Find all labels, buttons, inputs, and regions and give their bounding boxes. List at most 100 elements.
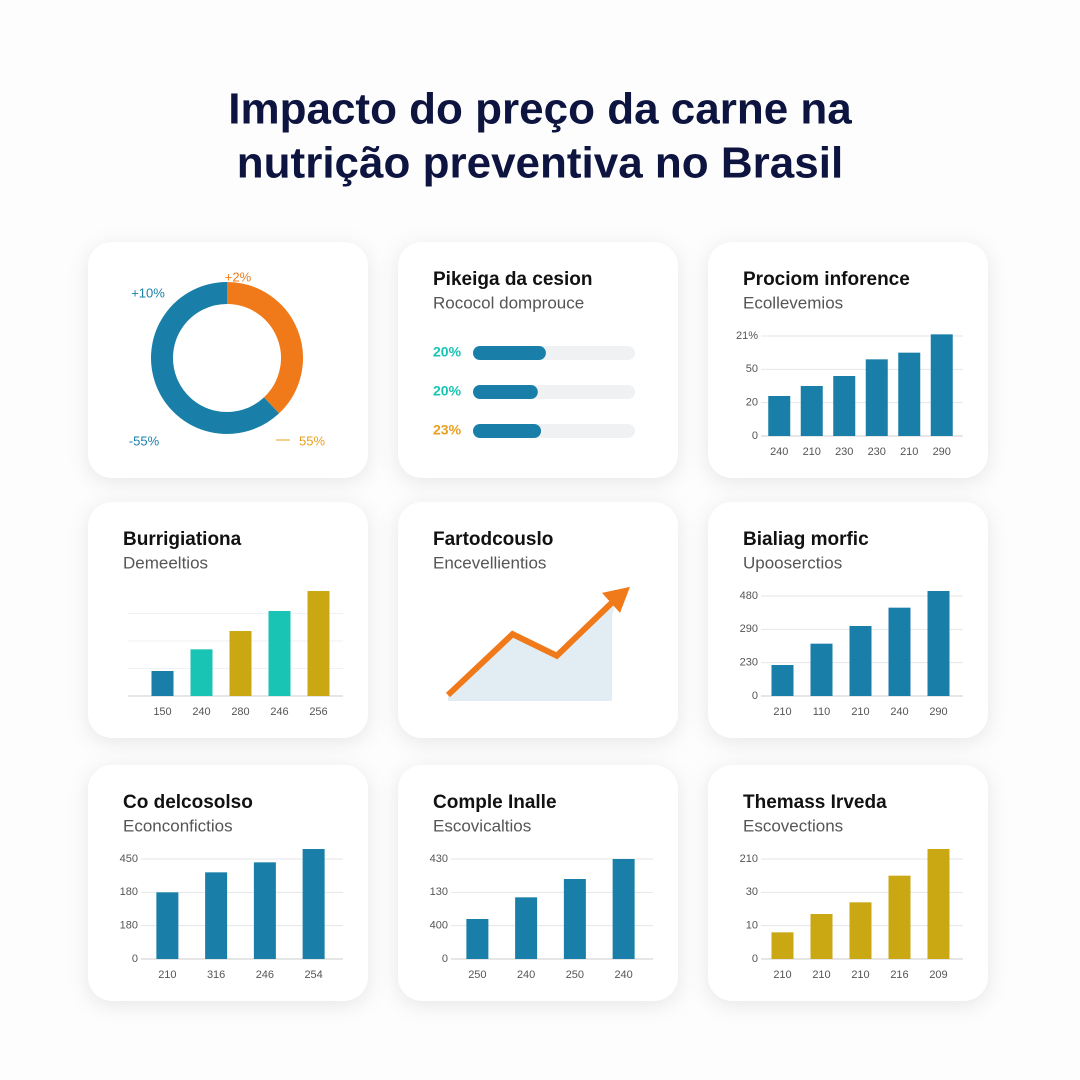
card-title: Burrigiationa xyxy=(123,529,242,550)
card-subtitle: Rococol domprouce xyxy=(433,293,584,312)
bar xyxy=(888,875,911,959)
bar xyxy=(268,611,291,696)
x-tick-label: 240 xyxy=(614,969,632,981)
y-tick-label: 210 xyxy=(740,853,758,865)
card-subtitle: Encevellientios xyxy=(433,553,546,572)
donut-segment xyxy=(151,282,280,434)
bar xyxy=(800,386,823,436)
bar xyxy=(151,671,174,696)
card-title: Prociom inforence xyxy=(743,269,910,290)
bar xyxy=(205,872,228,959)
y-tick-label: 480 xyxy=(740,590,758,602)
card-title: Fartodcouslo xyxy=(433,529,553,550)
card-subtitle: Escovections xyxy=(743,816,843,835)
arrow-head xyxy=(602,586,630,613)
x-tick-label: 240 xyxy=(770,446,788,458)
y-tick-label: 0 xyxy=(752,953,758,965)
bar xyxy=(865,359,888,436)
progress-bar xyxy=(473,424,542,438)
x-tick-label: 210 xyxy=(851,969,869,981)
x-tick-label: 256 xyxy=(309,706,327,718)
y-tick-label: 400 xyxy=(430,920,448,932)
y-tick-label: 180 xyxy=(120,920,138,932)
y-tick-label: 450 xyxy=(120,853,138,865)
card-subtitle: Escovicaltios xyxy=(433,816,531,835)
y-tick-label: 20 xyxy=(746,397,758,409)
x-tick-label: 230 xyxy=(868,446,886,458)
x-tick-label: 210 xyxy=(812,969,830,981)
card xyxy=(88,242,368,478)
page-title: nutrição preventiva no Brasil xyxy=(237,139,843,188)
x-tick-label: 250 xyxy=(468,969,486,981)
x-tick-label: 210 xyxy=(803,446,821,458)
donut-annotation: 55% xyxy=(299,433,325,448)
bar xyxy=(612,859,635,959)
bar xyxy=(768,396,791,436)
x-tick-label: 240 xyxy=(890,706,908,718)
y-tick-label: 180 xyxy=(120,886,138,898)
progress-label: 20% xyxy=(433,344,462,360)
y-tick-label: 50 xyxy=(746,363,758,375)
x-tick-label: 210 xyxy=(851,706,869,718)
y-tick-label: 0 xyxy=(442,953,448,965)
bar xyxy=(810,643,833,696)
x-tick-label: 210 xyxy=(158,969,176,981)
y-tick-label: 430 xyxy=(430,853,448,865)
card-subtitle: Upooserctios xyxy=(743,553,842,572)
y-tick-label: 0 xyxy=(132,953,138,965)
bar xyxy=(307,591,330,696)
bar xyxy=(229,631,252,696)
page-title: Impacto do preço da carne na xyxy=(228,85,852,134)
donut-annotation: -55% xyxy=(129,433,160,448)
bar xyxy=(888,607,911,696)
x-tick-label: 150 xyxy=(153,706,171,718)
y-tick-label: 21% xyxy=(736,330,758,342)
bar xyxy=(771,665,794,696)
card-title: Pikeiga da cesion xyxy=(433,269,592,290)
x-tick-label: 230 xyxy=(835,446,853,458)
x-tick-label: 316 xyxy=(207,969,225,981)
bar xyxy=(849,626,872,696)
donut-annotation: +10% xyxy=(131,285,165,300)
bar xyxy=(810,914,833,959)
card-title: Bialiag morfic xyxy=(743,529,869,550)
y-tick-label: 0 xyxy=(752,430,758,442)
bar xyxy=(190,649,213,696)
bar xyxy=(515,897,538,959)
progress-bar xyxy=(473,385,538,399)
x-tick-label: 250 xyxy=(566,969,584,981)
progress-label: 20% xyxy=(433,383,462,399)
card-title: Themass Irveda xyxy=(743,792,887,813)
y-tick-label: 30 xyxy=(746,886,758,898)
card-subtitle: Ecollevemios xyxy=(743,293,843,312)
donut-segment xyxy=(226,282,303,414)
x-tick-label: 210 xyxy=(900,446,918,458)
bar xyxy=(771,932,794,959)
bar xyxy=(898,352,921,436)
x-tick-label: 290 xyxy=(933,446,951,458)
y-tick-label: 290 xyxy=(740,623,758,635)
progress-bar xyxy=(473,346,546,360)
area xyxy=(448,596,618,701)
x-tick-label: 110 xyxy=(813,706,831,718)
x-tick-label: 290 xyxy=(929,706,947,718)
x-tick-label: 254 xyxy=(304,969,322,981)
bar xyxy=(253,862,276,959)
x-tick-label: 240 xyxy=(192,706,210,718)
x-tick-label: 246 xyxy=(256,969,274,981)
bar xyxy=(833,376,856,436)
x-tick-label: 240 xyxy=(517,969,535,981)
x-tick-label: 280 xyxy=(231,706,249,718)
bar xyxy=(930,334,953,436)
x-tick-label: 246 xyxy=(270,706,288,718)
donut-annotation: +2% xyxy=(225,269,252,284)
x-tick-label: 209 xyxy=(929,969,947,981)
card-subtitle: Demeeltios xyxy=(123,553,208,572)
bar xyxy=(302,849,325,959)
bar xyxy=(563,879,586,959)
card-title: Co delcosolso xyxy=(123,792,253,813)
card-subtitle: Econconfictios xyxy=(123,816,233,835)
x-tick-label: 210 xyxy=(773,969,791,981)
bar xyxy=(927,849,950,959)
